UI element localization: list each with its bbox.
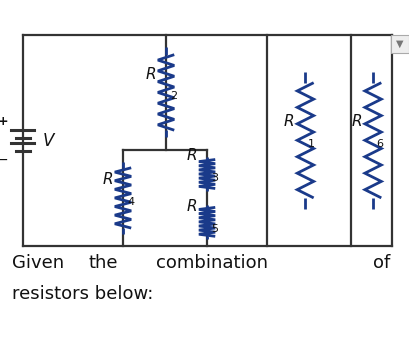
FancyBboxPatch shape bbox=[390, 35, 408, 53]
Text: of: of bbox=[372, 254, 389, 272]
Text: the: the bbox=[88, 254, 117, 272]
Text: ▼: ▼ bbox=[395, 39, 403, 49]
Text: +: + bbox=[0, 115, 8, 128]
Text: $R$: $R$ bbox=[350, 113, 361, 129]
Text: $R$: $R$ bbox=[185, 198, 196, 214]
Text: Given: Given bbox=[12, 254, 64, 272]
Text: 2: 2 bbox=[170, 91, 177, 101]
Text: −: − bbox=[0, 153, 8, 167]
Text: 1: 1 bbox=[308, 139, 315, 149]
Text: V: V bbox=[43, 132, 54, 150]
Text: combination: combination bbox=[155, 254, 267, 272]
Text: 4: 4 bbox=[127, 197, 134, 207]
Text: $R$: $R$ bbox=[185, 147, 196, 163]
Text: resistors below:: resistors below: bbox=[12, 285, 153, 303]
Text: $R$: $R$ bbox=[101, 171, 112, 187]
Text: 3: 3 bbox=[211, 173, 218, 183]
Text: 5: 5 bbox=[211, 223, 218, 234]
Text: $R$: $R$ bbox=[144, 65, 155, 81]
Text: $R$: $R$ bbox=[282, 113, 293, 129]
Text: 6: 6 bbox=[375, 139, 382, 149]
